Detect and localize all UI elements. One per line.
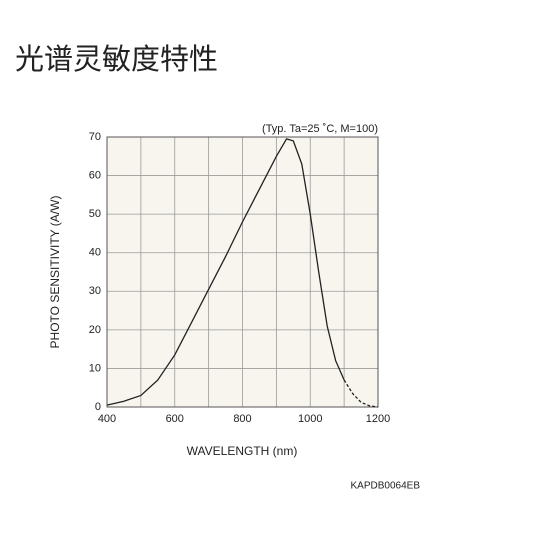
y-tick-label: 30	[89, 285, 101, 297]
y-tick-label: 70	[89, 131, 101, 143]
page-title: 光谱灵敏度特性	[15, 42, 219, 76]
x-axis-title: WAVELENGTH (nm)	[187, 444, 298, 458]
y-axis-title: PHOTO SENSITIVITY (A/W)	[48, 196, 62, 349]
data-line	[106, 138, 345, 406]
y-tick-label: 20	[89, 324, 101, 336]
plot-frame	[106, 136, 379, 408]
x-tick-label: 1000	[298, 413, 322, 425]
y-tick-label: 0	[95, 401, 101, 413]
y-tick-label: 10	[89, 362, 101, 374]
y-tick-label: 40	[89, 247, 101, 259]
annotation: (Typ. Ta=25 ˚C, M=100)	[262, 123, 378, 135]
x-tick-label: 600	[166, 413, 184, 425]
y-tick-label: 60	[89, 169, 101, 181]
data-line	[343, 379, 379, 408]
x-tick-label: 400	[98, 413, 116, 425]
footnote: KAPDB0064EB	[351, 481, 421, 492]
y-tick-label: 50	[89, 208, 101, 220]
x-tick-label: 800	[233, 413, 251, 425]
x-tick-label: 1200	[366, 413, 390, 425]
